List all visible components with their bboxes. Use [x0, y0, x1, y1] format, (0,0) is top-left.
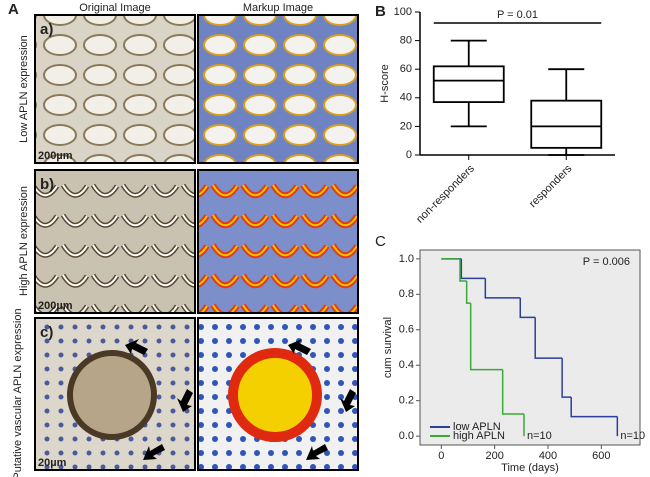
legend-label: low APLN [453, 421, 501, 433]
y-tick-label: 40 [400, 92, 412, 104]
survival-step [459, 258, 467, 282]
y-tick-label: 0.8 [399, 288, 414, 300]
micrograph [34, 14, 196, 164]
y-tick-label: 80 [400, 35, 412, 47]
y-tick-label: 0.2 [399, 395, 414, 407]
end-label: n=10 [620, 430, 645, 442]
x-tick-label: 600 [592, 450, 610, 462]
survival-step [484, 278, 521, 299]
survival-step [469, 303, 503, 371]
x-tick-label: 200 [485, 450, 503, 462]
panel-a: A Original Image Markup Image a) b) c) 2… [8, 1, 359, 477]
gland [67, 350, 157, 440]
y-tick-label: 20 [400, 120, 412, 132]
y-tick-label: 0.6 [399, 324, 414, 336]
column-header: Markup Image [243, 2, 313, 14]
survival-step [561, 358, 572, 398]
scale-bar: 200µm [38, 300, 73, 312]
survival-step [465, 281, 471, 304]
x-axis-label: Time (days) [501, 462, 559, 474]
end-label: n=10 [527, 430, 552, 442]
arrows [125, 339, 356, 460]
micrograph [197, 169, 359, 314]
row-letter: a) [40, 21, 53, 38]
annotation: P = 0.006 [583, 256, 630, 268]
box [432, 65, 505, 103]
gland [228, 348, 322, 442]
survival-step [460, 258, 486, 280]
row-label: Putative vascular APLN expression [12, 308, 24, 477]
annotation: P = 0.01 [497, 9, 538, 21]
row-label: Low APLN expression [18, 35, 30, 143]
row-label: High APLN expression [18, 186, 30, 296]
survival-step [501, 369, 524, 415]
x-tick-label: non-responders [414, 162, 477, 225]
panel-label: B [375, 3, 386, 20]
row-letter: c) [40, 324, 53, 341]
survival-step [534, 317, 563, 359]
box [530, 99, 603, 149]
y-tick-label: 0.4 [399, 359, 414, 371]
y-axis-label: H-score [379, 64, 391, 103]
x-tick-label: 0 [438, 450, 444, 462]
micrograph [197, 14, 359, 164]
y-tick-label: 1.0 [399, 253, 414, 265]
column-header: Original Image [79, 2, 151, 14]
y-tick-label: 0.0 [399, 430, 414, 442]
row-letter: b) [40, 176, 54, 193]
y-axis-label: cum survival [382, 317, 394, 378]
panel-label: A [8, 1, 19, 18]
panel-label: C [375, 233, 386, 250]
y-tick-label: 60 [400, 63, 412, 75]
legend-label: high APLN [453, 430, 505, 442]
x-tick-label: responders [527, 162, 575, 210]
y-tick-label: 100 [394, 6, 412, 18]
scale-bar: 200µm [38, 150, 73, 162]
survival-step [519, 297, 536, 319]
survival-step [570, 397, 618, 418]
plot-area [419, 249, 641, 446]
x-tick-label: 400 [539, 450, 557, 462]
y-tick-label: 0 [406, 149, 412, 161]
scale-bar: 20µm [38, 457, 67, 469]
micrograph [34, 169, 196, 314]
